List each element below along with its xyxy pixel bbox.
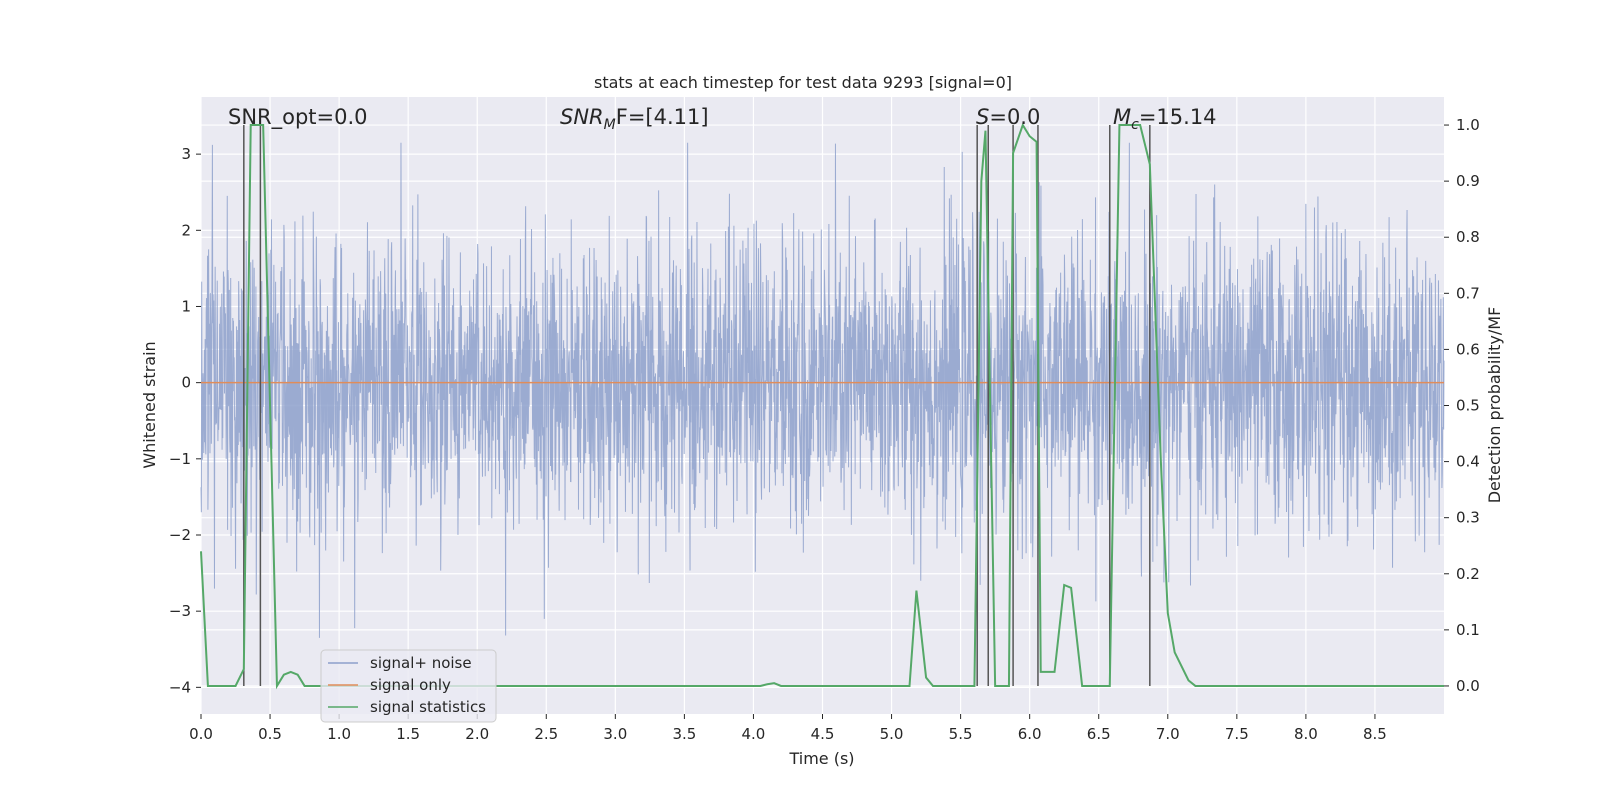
x-tick-label: 3.0 <box>603 725 627 743</box>
x-tick-label: 7.5 <box>1225 725 1249 743</box>
y-right-axis-label: Detection probability/MF <box>1485 307 1504 504</box>
x-tick-label: 1.0 <box>327 725 351 743</box>
legend-box <box>320 649 497 723</box>
y-right-tick-label: 0.0 <box>1456 677 1480 695</box>
y-right-axis-ticks: 0.0 0.1 0.2 0.3 0.4 0.5 0.6 0.7 0.8 0.9 1.0 <box>1444 116 1480 695</box>
y-left-tick-label: 1 <box>181 297 191 315</box>
x-tick-label: 8.5 <box>1363 725 1387 743</box>
y-left-axis-ticks: −4 −3 −2 −1 0 1 2 3 <box>169 145 201 696</box>
annotation-snr-mf-sub: M <box>604 117 616 133</box>
legend-label-signal-plus-noise: signal+ noise <box>370 654 472 672</box>
series-signal-plus-noise <box>200 142 1445 638</box>
y-left-tick-label: −1 <box>169 450 191 468</box>
y-right-tick-label: 0.4 <box>1456 453 1480 471</box>
annotation-s-value: =0.0 <box>989 105 1040 129</box>
annotation-snr-opt: SNR_opt=0.0 <box>228 105 368 130</box>
chart-title: stats at each timestep for test data 929… <box>594 73 1012 92</box>
y-right-tick-label: 0.3 <box>1456 509 1480 527</box>
noise-line <box>200 142 1445 638</box>
x-tick-label: 6.5 <box>1087 725 1111 743</box>
y-right-tick-label: 0.9 <box>1456 172 1480 190</box>
y-right-tick-label: 1.0 <box>1456 116 1480 134</box>
y-left-axis-label: Whitened strain <box>140 341 159 468</box>
x-tick-label: 4.5 <box>811 725 835 743</box>
x-tick-label: 0.0 <box>189 725 213 743</box>
annotation-snr-mf: SNRMF=[4.11] <box>560 105 709 133</box>
x-axis-ticks: 0.0 0.5 1.0 1.5 2.0 2.5 3.0 3.5 4.0 4.5 5.0 5.5 6.0 6… <box>189 714 1387 743</box>
annotation-mc-sub: c <box>1131 117 1139 133</box>
annotation-snr-mf-prefix: SNR <box>560 105 604 129</box>
y-right-tick-label: 0.8 <box>1456 228 1480 246</box>
x-tick-label: 2.0 <box>465 725 489 743</box>
annotation-s: S=0.0 <box>976 105 1040 129</box>
x-tick-label: 3.5 <box>672 725 696 743</box>
x-tick-label: 4.0 <box>742 725 766 743</box>
y-right-tick-label: 0.1 <box>1456 621 1480 639</box>
x-tick-label: 7.0 <box>1156 725 1180 743</box>
y-right-tick-label: 0.6 <box>1456 340 1480 358</box>
annotation-snr-mf-suffix: F=[4.11] <box>616 105 709 129</box>
x-tick-label: 0.5 <box>258 725 282 743</box>
y-left-tick-label: 2 <box>181 221 191 239</box>
x-tick-label: 5.0 <box>880 725 904 743</box>
legend: signal+ noise signal only signal statist… <box>320 649 497 723</box>
x-tick-label: 6.0 <box>1018 725 1042 743</box>
legend-label-signal-statistics: signal statistics <box>370 698 486 716</box>
x-tick-label: 2.5 <box>534 725 558 743</box>
annotation-s-label: S <box>976 105 989 129</box>
annotation-mc-label: M <box>1113 105 1131 129</box>
legend-label-signal-only: signal only <box>370 676 451 694</box>
y-right-tick-label: 0.7 <box>1456 284 1480 302</box>
x-axis-label: Time (s) <box>788 749 854 768</box>
y-left-tick-label: −4 <box>169 678 191 696</box>
y-right-tick-label: 0.2 <box>1456 565 1480 583</box>
series-signal-statistics <box>200 122 1444 690</box>
x-tick-label: 5.5 <box>949 725 973 743</box>
x-tick-label: 1.5 <box>396 725 420 743</box>
signal-statistics-line <box>200 122 1444 690</box>
y-left-tick-label: −3 <box>169 602 191 620</box>
y-right-tick-label: 0.5 <box>1456 397 1480 415</box>
y-left-tick-label: 3 <box>181 145 191 163</box>
annotation-mc: Mc=15.14 <box>1113 105 1217 133</box>
y-left-tick-label: 0 <box>181 374 191 392</box>
annotation-mc-value: =15.14 <box>1139 105 1217 129</box>
y-left-tick-label: −2 <box>169 526 191 544</box>
x-tick-label: 8.0 <box>1294 725 1318 743</box>
